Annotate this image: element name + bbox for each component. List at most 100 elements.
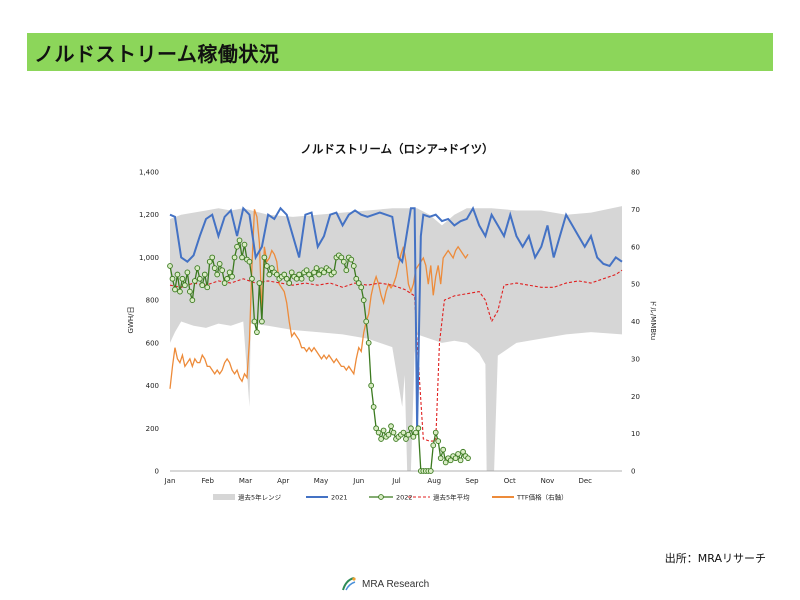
y-tick-label: 1,200 [139,211,159,219]
page-title: ノルドストリーム稼働状況 [34,41,280,66]
y2022-point [251,318,258,325]
y2022-point [191,278,198,284]
x-tick-label: Apr [277,477,289,485]
y2-tick-label: 0 [631,468,635,476]
y2022-point [196,275,203,282]
y2022-point [261,254,268,261]
y2022-point [254,329,260,336]
y2022-point [177,288,183,295]
y-tick-label: 1,000 [139,254,159,262]
y2022-point [169,275,176,282]
y2022-point [264,263,270,269]
y2022-point [400,429,407,436]
y2022-point [432,429,439,436]
y2022-point [167,263,173,269]
y2-tick-label: 10 [631,430,640,438]
y2022-point [206,258,213,265]
y2022-point [358,284,365,291]
chart-title: ノルドストリーム（ロシア→ドイツ） [300,142,493,156]
y2022-point [440,446,447,453]
y2022-point [187,288,193,295]
y2022-point [234,243,240,250]
y-tick-label: 400 [146,382,159,390]
y2022-point [350,263,357,269]
y-tick-label: 800 [146,297,159,305]
y2022-point [311,269,317,276]
y2022-point [430,442,437,449]
y2022-point [221,280,228,286]
legend-label: 2021 [331,494,348,502]
y2022-point [368,382,375,389]
x-tick-label: Jul [391,477,401,485]
y2022-point [375,429,382,436]
page-header: ノルドストリーム稼働状況 [27,33,773,71]
x-tick-label: Mar [239,477,252,485]
y2022-point [415,425,422,432]
y2022-point [256,280,263,286]
y2022-point [447,457,454,464]
y2022-point [408,425,414,432]
y2022-point [174,271,181,278]
y2022-point [268,265,275,271]
y2022-point [360,297,367,303]
y2022-point [288,269,295,276]
y2-tick-label: 70 [631,206,640,214]
y2022-point [460,448,466,455]
y2022-point [216,260,223,267]
x-tick-label: Jan [164,477,176,485]
logo-text: MRA Research [362,578,430,590]
y2022-point [455,451,461,457]
y-tick-label: 0 [155,468,159,476]
y2022-point [403,436,409,442]
y2022-point [229,273,235,280]
y2-tick-label: 30 [631,355,640,363]
y2022-point [224,275,230,282]
y2022-point [373,425,379,432]
y2022-point [370,404,377,410]
y2022-point [201,271,208,278]
y2022-point [303,267,310,274]
y2022-point [388,423,394,430]
y2-tick-label: 40 [631,318,640,326]
x-tick-label: Dec [578,477,592,485]
y2022-point [427,468,434,474]
x-tick-label: Nov [541,477,555,485]
y2-axis-label: ドル/MMBtu [649,300,657,340]
legend-label: 2022 [396,494,413,502]
y2-tick-label: 20 [631,393,640,401]
ttf-line [169,209,469,389]
y2022-point [172,286,178,293]
y2022-point [338,254,345,261]
y2022-point [298,275,305,282]
y2-tick-label: 60 [631,243,640,251]
y2022-point [435,438,442,444]
y2022-point [296,271,302,278]
y2022-point [331,269,337,276]
y2022-point [184,269,191,276]
y2022-point [286,280,293,286]
y2022-point [226,269,233,276]
y-tick-label: 200 [146,425,159,433]
y2022-point [465,455,471,462]
y2022-point [313,265,320,271]
y2022-point [348,256,355,263]
y2022-point [194,265,201,271]
y2022-point [385,431,392,438]
y2022-point [273,271,280,278]
x-tick-label: Sep [465,477,479,485]
y2022-point [365,340,372,346]
y2022-point [308,275,315,282]
y2022-point [442,459,449,466]
y2022-point [410,433,417,440]
legend-swatch-band [213,494,235,500]
x-tick-label: Oct [504,477,516,485]
y2022-point [452,455,459,462]
y2022-point [236,237,243,244]
source-note: 出所：MRAリサーチ [664,552,766,565]
y2022-point [241,241,248,248]
y2022-point [283,275,290,282]
y2022-point [204,284,211,291]
y2022-point [343,267,350,274]
y2022-point [259,318,265,325]
